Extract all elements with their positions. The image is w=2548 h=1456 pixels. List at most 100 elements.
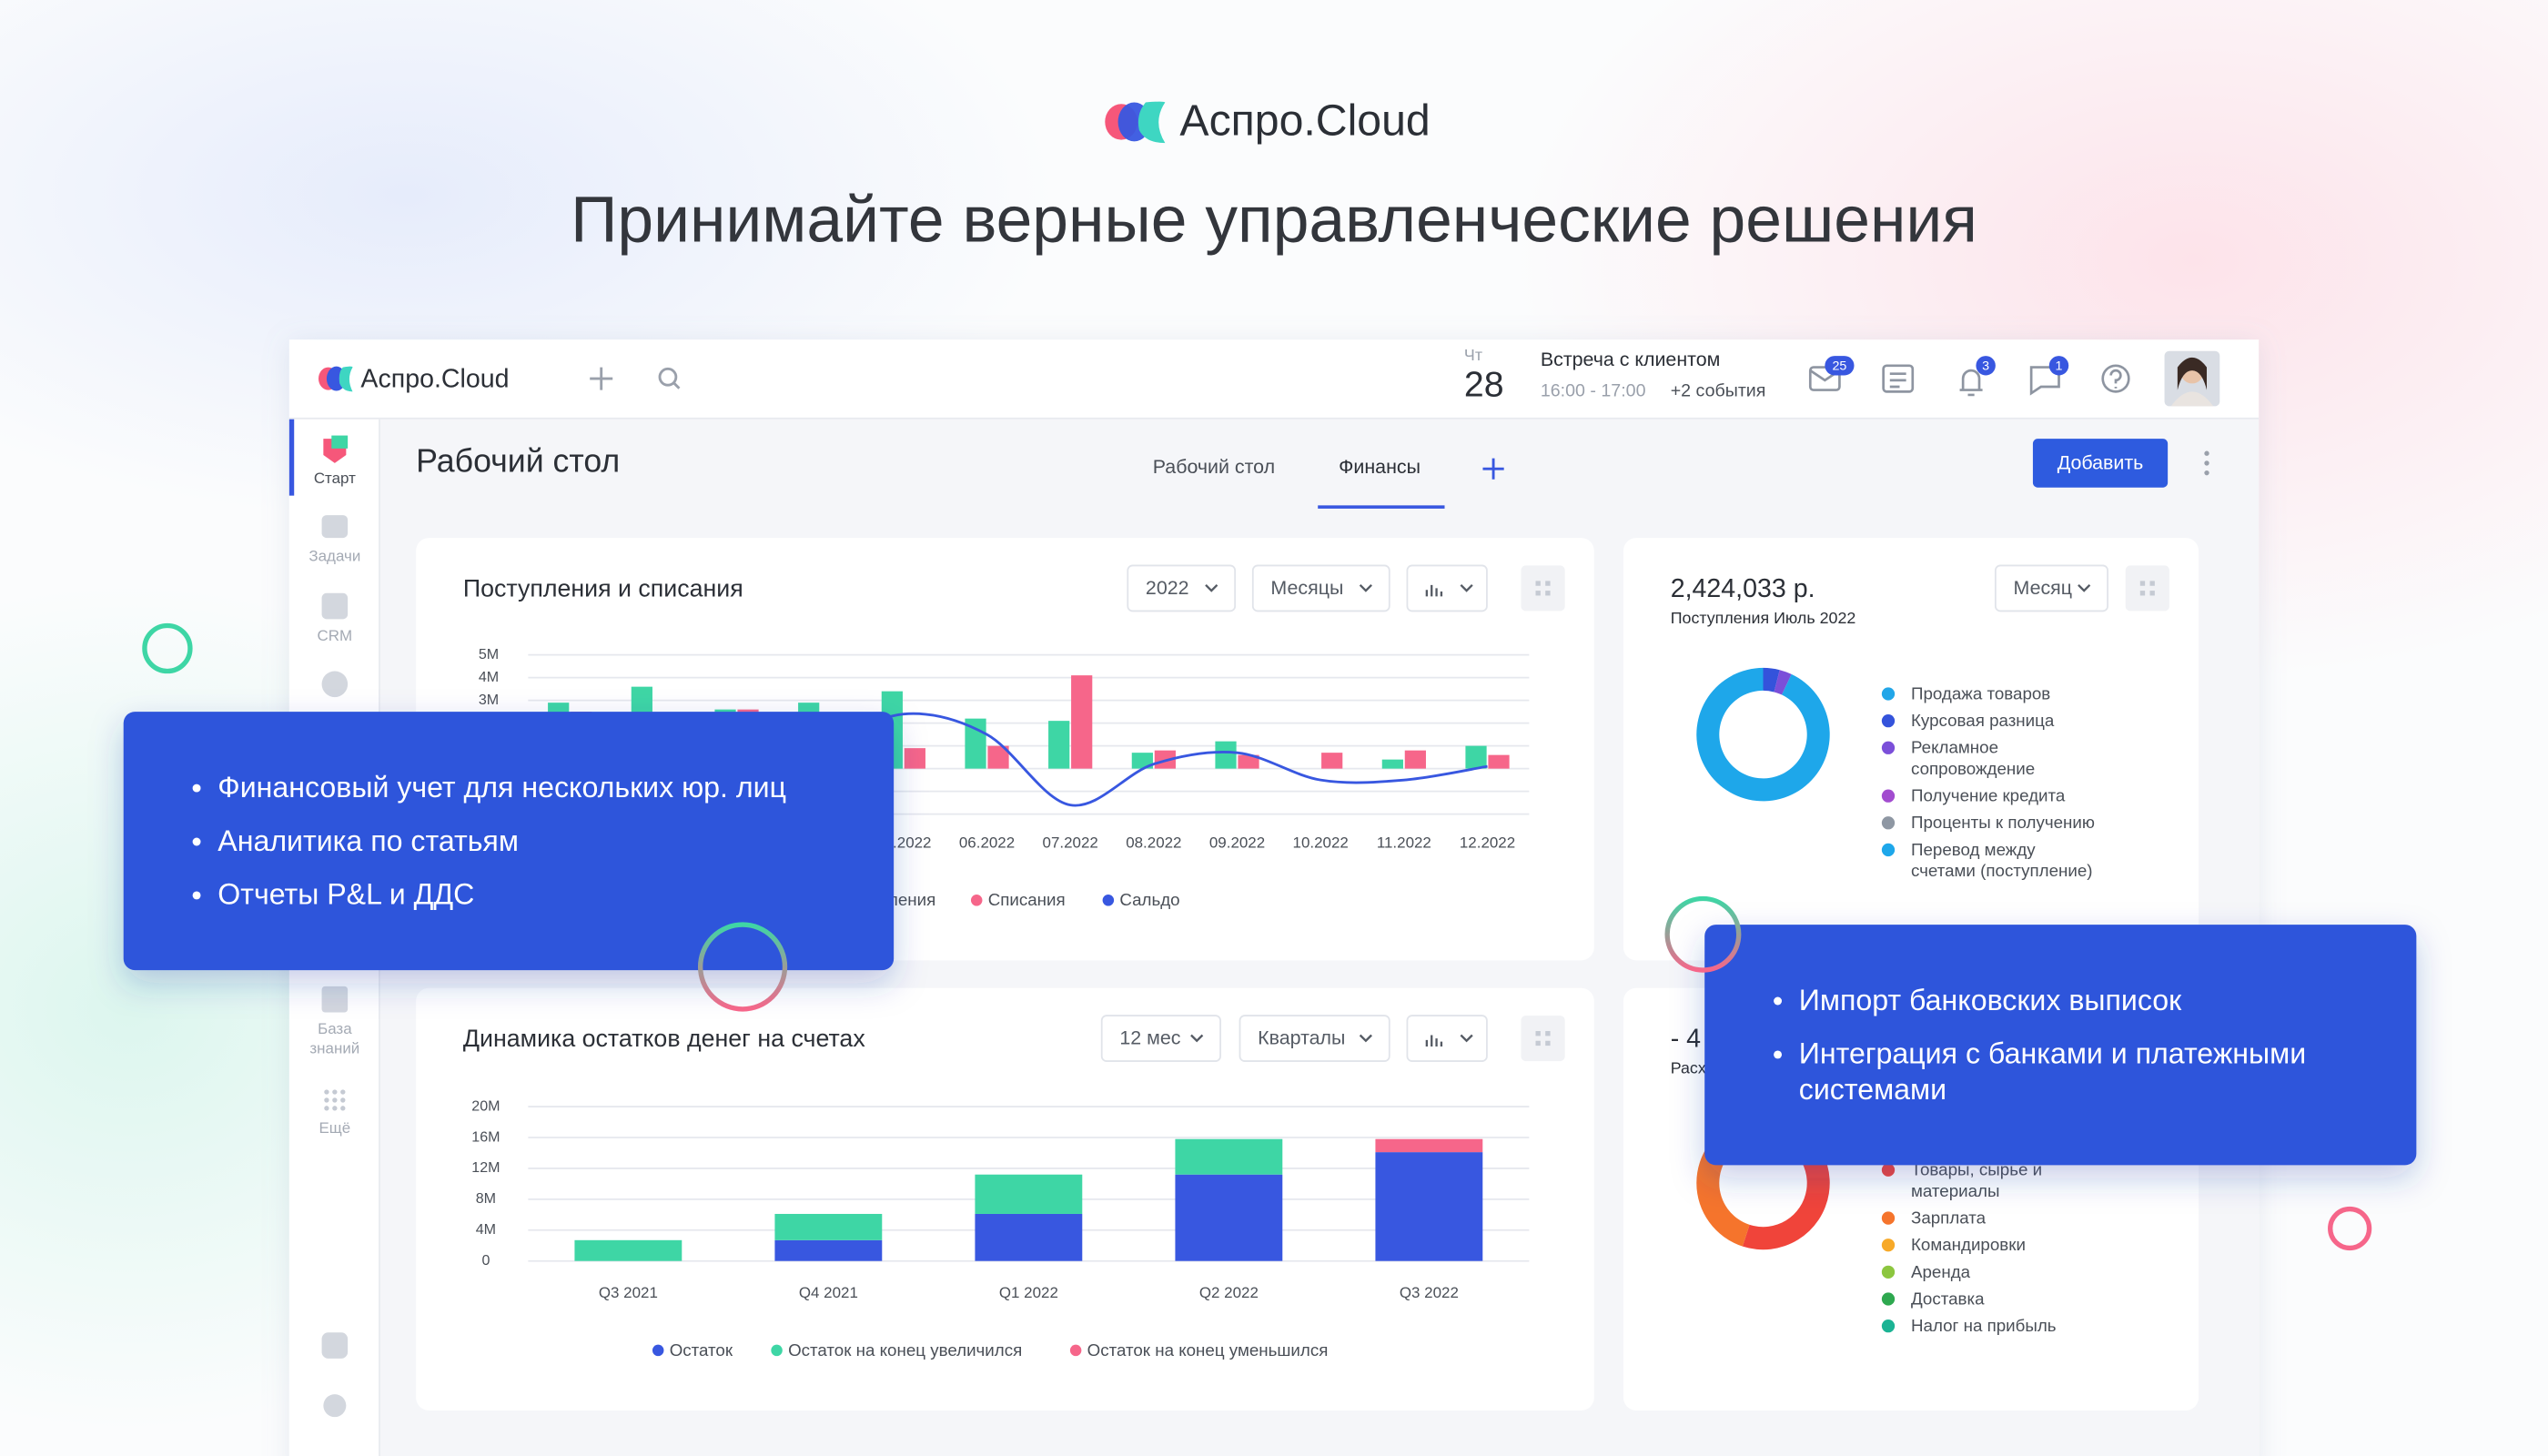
legend-marker xyxy=(652,1344,664,1357)
callout-item: Интеграция с банками и платежными система… xyxy=(1799,1037,2306,1106)
bar xyxy=(1071,675,1093,769)
decor-ring xyxy=(142,622,193,674)
stacked-bar xyxy=(1175,1174,1283,1261)
grid-dot xyxy=(1535,1040,1541,1046)
bar xyxy=(1048,721,1070,769)
dropdown-label[interactable]: 2022 xyxy=(1146,577,1189,599)
dropdown-label[interactable]: Месяц xyxy=(2014,577,2073,599)
bar xyxy=(1488,754,1510,769)
stacked-bar xyxy=(1375,1138,1483,1153)
bullet xyxy=(192,891,201,900)
bullet xyxy=(192,784,201,793)
grid-dot xyxy=(1545,591,1551,596)
add-icon[interactable] xyxy=(590,367,613,390)
bullet xyxy=(1774,996,1783,1006)
legend-label: Остаток на конец увеличился xyxy=(788,1340,1022,1360)
x-tick-label: Q3 2022 xyxy=(1400,1284,1459,1301)
chart-type-button[interactable] xyxy=(1406,1015,1488,1062)
y-tick-label: 4M xyxy=(479,669,499,685)
tab-active[interactable]: Финансы xyxy=(1339,456,1421,478)
add-button[interactable] xyxy=(2032,439,2169,488)
x-tick-label: 12.2022 xyxy=(1460,834,1515,851)
grid-dot xyxy=(1545,1040,1551,1046)
tab[interactable]: Рабочий стол xyxy=(1153,456,1275,478)
y-tick-label: 16M xyxy=(471,1128,500,1145)
callout-item: Финансовый учет для нескольких юр. лиц xyxy=(217,771,786,804)
grid-dot xyxy=(1535,1031,1541,1036)
app-logo: Аспро.Cloud xyxy=(318,364,510,393)
search-icon[interactable] xyxy=(658,367,681,389)
grid-dot xyxy=(1545,1031,1551,1036)
event-more[interactable]: +2 события xyxy=(1671,381,1766,401)
chart-icon xyxy=(1425,584,1443,597)
event-title[interactable]: Встреча с клиентом xyxy=(1541,349,1721,370)
add-tab[interactable] xyxy=(1482,458,1504,480)
dropdown[interactable] xyxy=(1251,564,1390,612)
avatar[interactable] xyxy=(2164,350,2220,407)
legend-marker xyxy=(970,895,983,906)
dropdown-label[interactable]: Месяцы xyxy=(1270,577,1343,599)
brand: Аспро.Cloud xyxy=(1179,96,1430,145)
legend-label: Проценты к получению xyxy=(1911,813,2095,832)
add-button-label[interactable]: Добавить xyxy=(2058,451,2144,473)
legend-label: Зарплата xyxy=(1911,1208,1987,1227)
day: 28 xyxy=(1464,364,1504,404)
grid-button[interactable] xyxy=(1521,1016,1565,1062)
chevron xyxy=(1359,584,1372,592)
chevron xyxy=(1205,584,1218,592)
legend-label: Доставка xyxy=(1911,1289,1985,1308)
callouts: Финансовый учет для нескольких юр. лиц Ан… xyxy=(123,712,2417,1166)
bullet xyxy=(1774,1050,1783,1059)
callout-item: Импорт банковских выписок xyxy=(1799,984,2182,1016)
chevron xyxy=(2078,584,2091,592)
grid-button[interactable] xyxy=(1521,565,1565,612)
legend-marker xyxy=(1881,1163,1896,1177)
decor-ring xyxy=(2328,1206,2372,1251)
sidebar-label[interactable]: Задачи xyxy=(308,548,360,565)
dropdown[interactable] xyxy=(1127,564,1237,612)
stacked-bar xyxy=(774,1213,883,1240)
legend-label: Командировки xyxy=(1911,1235,2026,1254)
active-indicator xyxy=(288,419,295,496)
card-subtitle: Расх xyxy=(1671,1059,1706,1077)
dropdown[interactable] xyxy=(1100,1015,1221,1062)
sidebar-label[interactable]: Старт xyxy=(314,470,356,487)
x-tick-label: Q3 2021 xyxy=(599,1284,658,1301)
dropdown-label[interactable]: Кварталы xyxy=(1258,1027,1345,1049)
legend-marker xyxy=(1069,1344,1082,1357)
sidebar-label[interactable]: Ещё xyxy=(319,1120,351,1138)
y-tick-label: 8M xyxy=(476,1190,496,1207)
stacked-bar xyxy=(975,1174,1083,1214)
x-tick-label: Q1 2022 xyxy=(999,1284,1058,1301)
legend-label: Остаток xyxy=(670,1340,733,1360)
legend-marker xyxy=(1881,816,1896,830)
sidebar-label[interactable]: CRM xyxy=(318,627,353,644)
grid-dot xyxy=(1535,591,1541,596)
dropdown[interactable] xyxy=(1239,1015,1390,1062)
chart-type-button[interactable] xyxy=(1406,564,1488,612)
badge: 25 xyxy=(1832,359,1846,373)
dropdown[interactable] xyxy=(1994,564,2108,612)
y-tick-label: 12M xyxy=(471,1159,500,1176)
legend-marker xyxy=(1881,1265,1896,1279)
sidebar-label[interactable]: База знаний xyxy=(309,1021,359,1057)
stacked-bar xyxy=(774,1239,883,1261)
grid-button[interactable] xyxy=(2125,565,2169,612)
page-title: Рабочий стол xyxy=(416,442,620,479)
legend-marker xyxy=(1881,1239,1896,1252)
x-tick-label: 11.2022 xyxy=(1377,834,1431,851)
badge: 3 xyxy=(1982,359,1989,373)
legend-label: Курсовая разница xyxy=(1911,711,2055,730)
x-tick-label: 08.2022 xyxy=(1126,834,1181,851)
grid-dot xyxy=(1545,581,1551,586)
menu-icon[interactable] xyxy=(2204,450,2209,476)
charts: Поступления и списания 2022 Месяцы Месяц Дин… xyxy=(463,564,2169,1360)
legend-label: Рекламное сопровождение xyxy=(1911,738,2035,778)
dropdown-label[interactable]: 12 мес xyxy=(1119,1027,1180,1049)
bar xyxy=(1238,754,1259,769)
logo: Аспро.Cloud xyxy=(1105,96,1431,145)
event-time: 16:00 - 17:00 xyxy=(1541,381,1646,401)
x-tick-label: 07.2022 xyxy=(1043,834,1098,851)
legend-marker xyxy=(1881,1320,1896,1333)
